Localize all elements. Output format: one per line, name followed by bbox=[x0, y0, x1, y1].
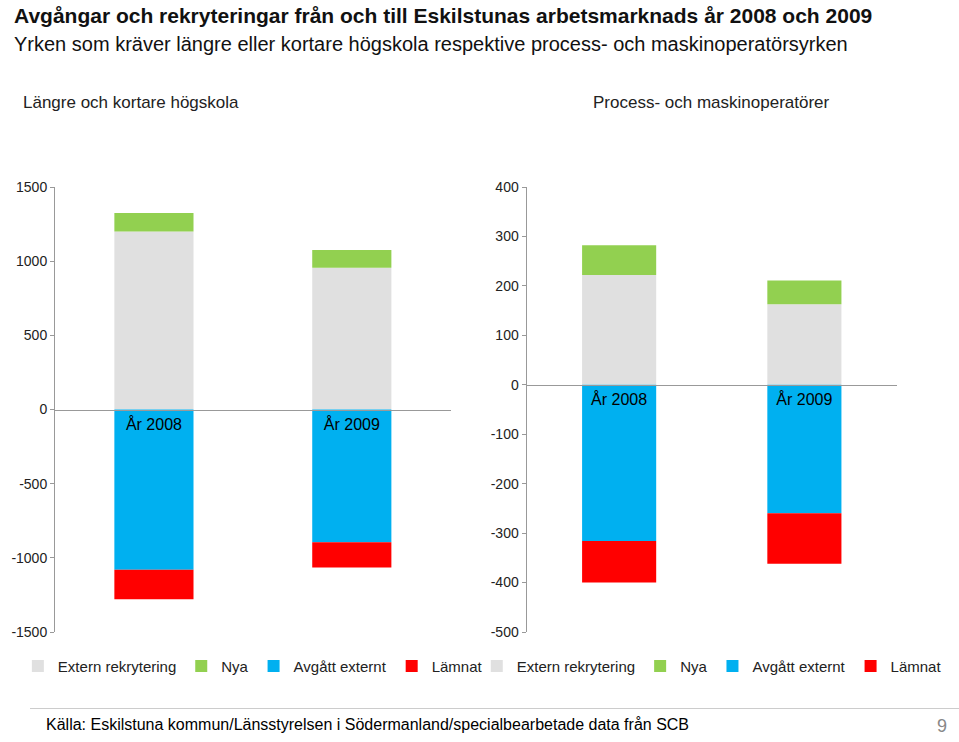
svg-text:Längre och kortare högskola: Längre och kortare högskola bbox=[23, 93, 239, 112]
svg-text:300: 300 bbox=[495, 228, 519, 244]
svg-text:År 2008: År 2008 bbox=[126, 415, 182, 433]
svg-text:1500: 1500 bbox=[16, 179, 47, 195]
html-text:9: 9 bbox=[937, 716, 947, 736]
svg-text:År 2009: År 2009 bbox=[324, 415, 380, 433]
html-text:Yrken som kräver längre eller: Yrken som kräver längre eller kortare hö… bbox=[14, 33, 848, 55]
svg-text:Lämnat: Lämnat bbox=[432, 658, 483, 675]
svg-text:Nya: Nya bbox=[680, 658, 707, 675]
svg-text:-100: -100 bbox=[491, 426, 519, 442]
svg-text:Extern rekrytering: Extern rekrytering bbox=[58, 658, 176, 675]
svg-text:-200: -200 bbox=[491, 476, 519, 492]
svg-text:400: 400 bbox=[495, 179, 519, 195]
svg-text:200: 200 bbox=[495, 278, 519, 294]
svg-text:Nya: Nya bbox=[221, 658, 248, 675]
svg-text:År 2009: År 2009 bbox=[776, 390, 832, 408]
svg-text:1000: 1000 bbox=[16, 253, 47, 269]
svg-text:0: 0 bbox=[39, 401, 47, 417]
svg-text:100: 100 bbox=[495, 327, 519, 343]
svg-text:-500: -500 bbox=[491, 624, 519, 640]
svg-text:Extern rekrytering: Extern rekrytering bbox=[517, 658, 635, 675]
svg-text:500: 500 bbox=[24, 327, 48, 343]
svg-text:Avgått externt: Avgått externt bbox=[294, 658, 387, 675]
svg-text:Lämnat: Lämnat bbox=[891, 658, 942, 675]
svg-text:-400: -400 bbox=[491, 574, 519, 590]
html-text:Källa: Eskilstuna kommun/Länss: Källa: Eskilstuna kommun/Länsstyrelsen i… bbox=[46, 716, 689, 733]
svg-text:-500: -500 bbox=[19, 476, 47, 492]
svg-text:Avgått externt: Avgått externt bbox=[752, 658, 845, 675]
svg-text:-1500: -1500 bbox=[11, 624, 47, 640]
svg-text:0: 0 bbox=[511, 377, 519, 393]
svg-text:År 2008: År 2008 bbox=[591, 390, 647, 408]
svg-text:-1000: -1000 bbox=[11, 550, 47, 566]
svg-text:Process- och maskinoperatörer: Process- och maskinoperatörer bbox=[593, 93, 830, 112]
svg-text:-300: -300 bbox=[491, 525, 519, 541]
html-text:Avgångar och rekryteringar frå: Avgångar och rekryteringar från och till… bbox=[14, 4, 873, 27]
